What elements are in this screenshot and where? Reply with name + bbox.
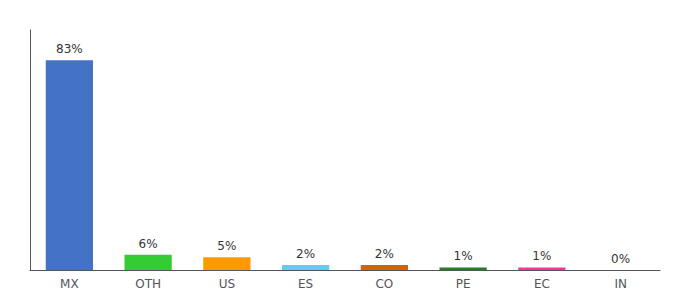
svg-text:1%: 1% bbox=[532, 249, 551, 263]
svg-text:5%: 5% bbox=[217, 239, 236, 253]
svg-text:PE: PE bbox=[456, 277, 471, 291]
svg-text:2%: 2% bbox=[296, 247, 315, 261]
svg-text:2%: 2% bbox=[375, 247, 394, 261]
svg-text:0%: 0% bbox=[611, 252, 630, 266]
svg-text:OTH: OTH bbox=[135, 277, 161, 291]
svg-text:ES: ES bbox=[298, 277, 313, 291]
svg-text:MX: MX bbox=[60, 277, 79, 291]
svg-text:6%: 6% bbox=[139, 237, 158, 251]
svg-text:83%: 83% bbox=[56, 42, 83, 56]
svg-text:US: US bbox=[219, 277, 235, 291]
svg-text:CO: CO bbox=[375, 277, 393, 291]
svg-text:IN: IN bbox=[614, 277, 627, 291]
svg-text:EC: EC bbox=[534, 277, 550, 291]
svg-text:1%: 1% bbox=[454, 249, 473, 263]
